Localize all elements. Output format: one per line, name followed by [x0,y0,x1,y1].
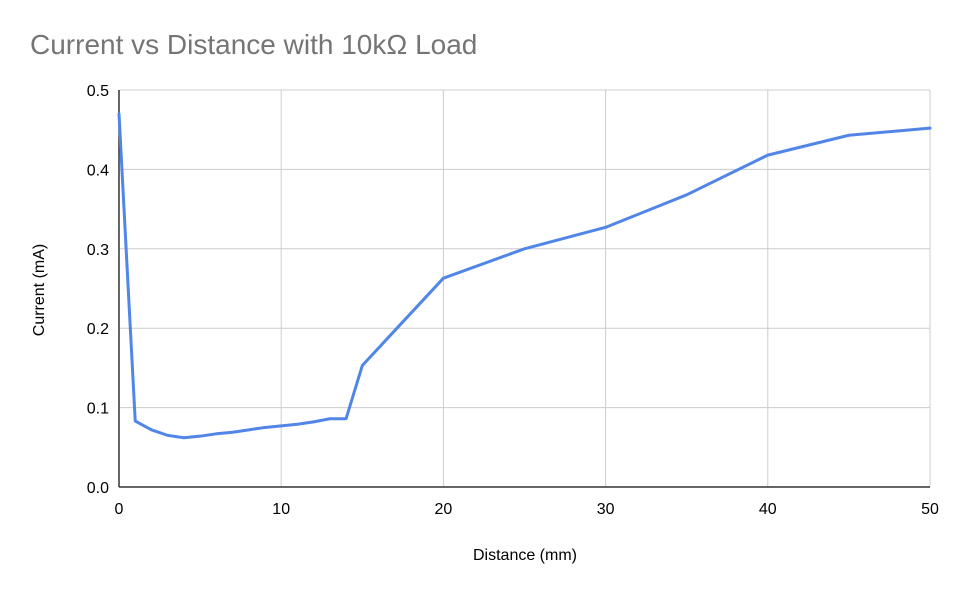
x-tick-label: 20 [435,501,453,518]
chart-title: Current vs Distance with 10kΩ Load [30,29,477,60]
axes [118,90,930,488]
y-tick-label: 0.4 [87,162,109,179]
grid [119,89,931,487]
series [117,112,932,440]
series-line [117,112,932,440]
y-axis-label: Current (mA) [31,244,48,336]
y-tick-label: 0.0 [87,480,109,497]
y-tick-label: 0.1 [87,401,109,418]
x-tick-label: 30 [597,501,615,518]
x-tick-label: 10 [272,501,290,518]
x-axis-label: Distance (mm) [473,547,577,564]
y-tick-labels: 0.0 0.1 0.2 0.3 0.4 0.5 [87,83,109,497]
x-tick-label: 0 [115,501,124,518]
x-tick-label: 50 [921,501,939,518]
y-tick-label: 0.2 [87,321,109,338]
y-tick-label: 0.3 [87,242,109,259]
x-tick-labels: 0 10 20 30 40 50 [115,501,939,518]
y-tick-label: 0.5 [87,83,109,100]
x-tick-label: 40 [759,501,777,518]
